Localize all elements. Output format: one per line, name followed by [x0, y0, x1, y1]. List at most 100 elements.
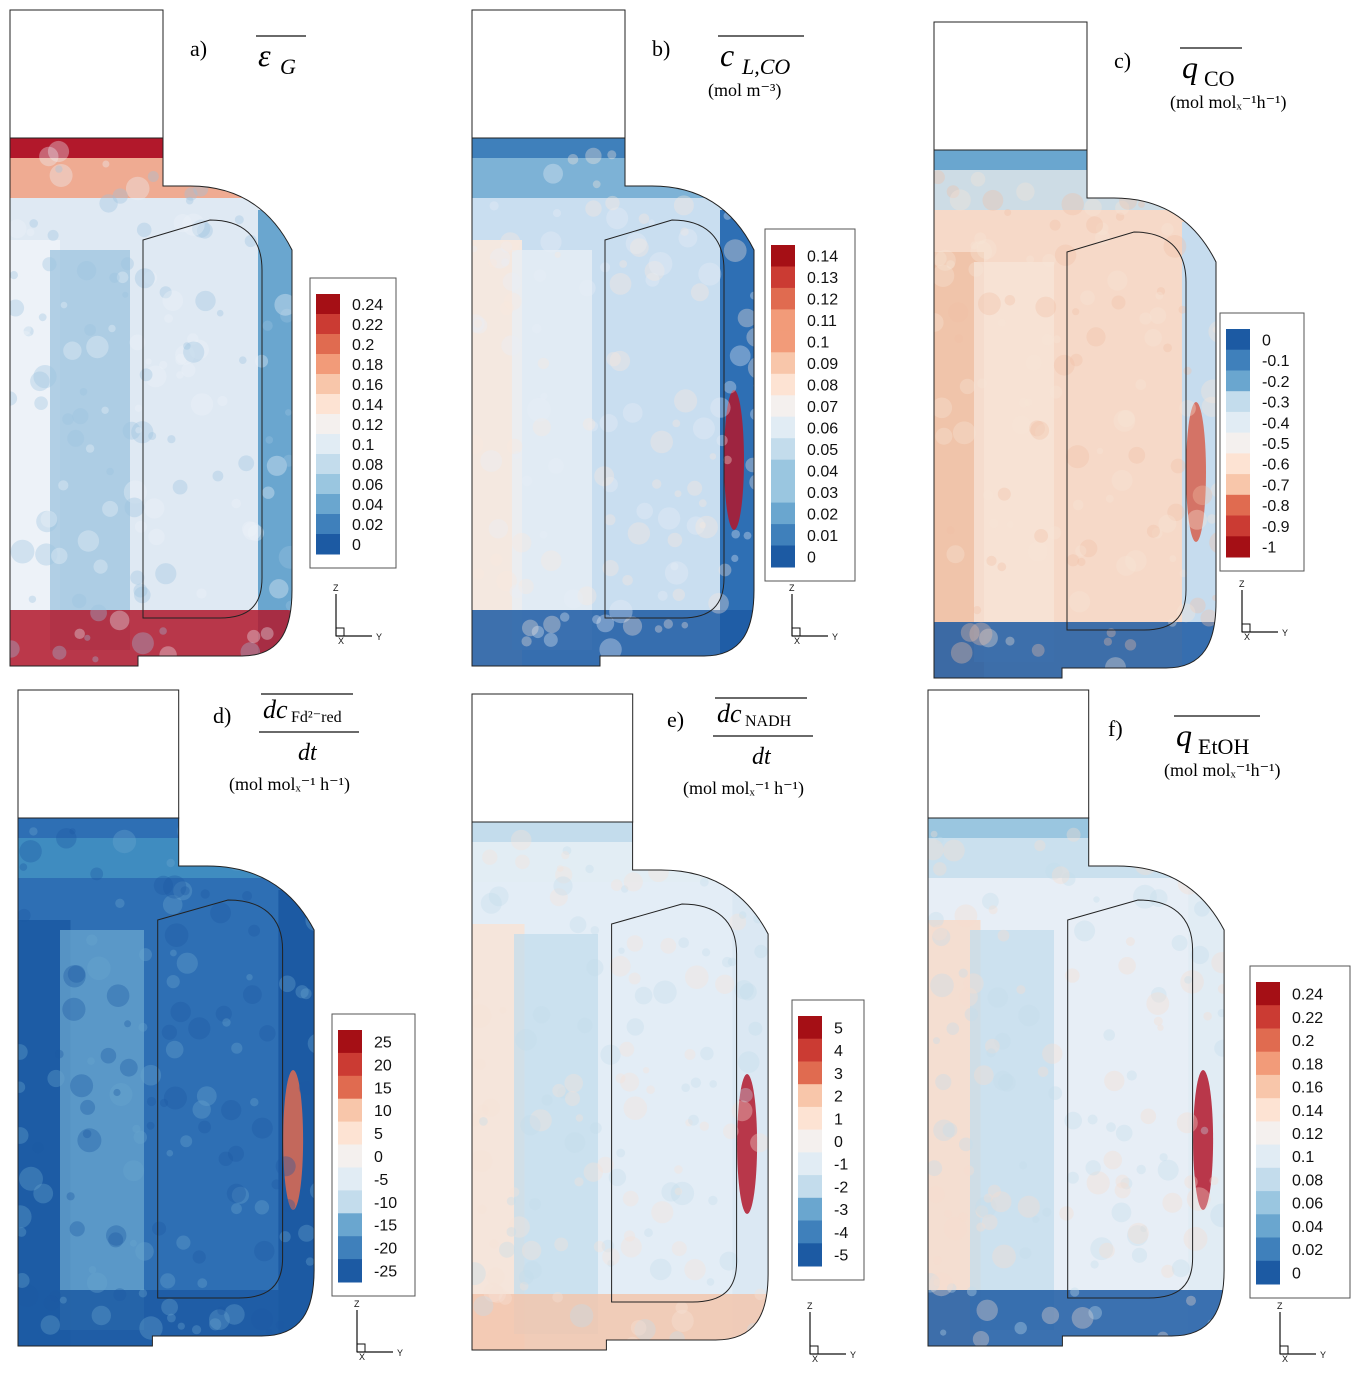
unit-label: (mol molₓ⁻¹h⁻¹) — [1170, 92, 1287, 113]
quantity-subscript: L,CO — [741, 54, 790, 79]
legend-tick-label: 0.02 — [352, 517, 383, 534]
axis-y-label: Y — [376, 632, 382, 642]
legend-tick-label: -1 — [834, 1157, 848, 1174]
color-legend: 0.14 0.13 0.12 0.11 0.1 0.09 0.08 0.07 0.06 0.05 0… — [764, 228, 856, 582]
fraction-denominator: dt — [298, 740, 318, 766]
legend-tick-label: -3 — [834, 1202, 848, 1219]
legend-swatch — [316, 434, 340, 455]
legend-swatch — [338, 1052, 362, 1077]
legend-tick-label: 0.02 — [807, 506, 838, 523]
axis-triad: Z Y X — [333, 583, 382, 646]
legend-swatch — [1256, 1005, 1280, 1029]
legend-swatch — [771, 309, 795, 332]
legend-swatch — [1256, 1214, 1280, 1238]
axis-x-label: X — [812, 1354, 818, 1364]
contour-field — [18, 818, 315, 1346]
legend-swatch — [798, 1243, 822, 1267]
color-legend: 5 4 3 2 1 0 -1 -2 -3 -4 -5 — [791, 999, 865, 1281]
axis-x-label: X — [338, 636, 344, 646]
legend-swatch — [316, 494, 340, 515]
panel-letter: e) — [667, 707, 684, 732]
legend-tick-label: 0.06 — [352, 477, 383, 494]
legend-tick-label: 0.12 — [807, 292, 838, 309]
legend-swatch — [771, 287, 795, 310]
quantity-symbol: c — [720, 37, 734, 73]
legend-swatch — [771, 330, 795, 353]
reactor-outline — [927, 817, 1225, 1347]
fraction-denominator: dt — [752, 744, 772, 770]
legend-swatch — [1226, 536, 1250, 558]
legend-swatch — [771, 545, 795, 568]
legend-swatch — [1256, 982, 1280, 1006]
legend-tick-label: 0 — [834, 1134, 843, 1151]
reactor-outline — [471, 821, 769, 1351]
axis-x-label: X — [1282, 1354, 1288, 1364]
legend-swatch — [798, 1197, 822, 1221]
axis-x-label: X — [359, 1352, 365, 1362]
color-legend: 0.24 0.22 0.2 0.18 0.16 0.14 0.12 0.1 0.08 0.06 0.… — [1249, 965, 1351, 1299]
legend-tick-label: -5 — [374, 1172, 388, 1189]
legend-swatch — [1256, 1144, 1280, 1169]
legend-tick-label: 0.18 — [1292, 1056, 1323, 1073]
legend-tick-label: 2 — [834, 1089, 843, 1106]
axis-y-label: Y — [1282, 628, 1288, 638]
legend-swatch — [771, 416, 795, 439]
panel-letter: a) — [190, 36, 207, 61]
legend-swatch — [798, 1084, 822, 1108]
axis-triad: Z Y X — [789, 583, 838, 646]
legend-tick-label: 0.14 — [352, 397, 383, 414]
legend-swatch — [798, 1038, 822, 1062]
legend-swatch — [338, 1259, 362, 1283]
legend-tick-label: 0.04 — [807, 463, 838, 480]
legend-swatch — [316, 374, 340, 395]
color-legend: 25 20 15 10 5 0 -5 -10 -15 -20 -25 — [331, 1013, 416, 1297]
legend-tick-label: 0.07 — [807, 399, 838, 416]
legend-tick-label: -0.2 — [1262, 374, 1290, 391]
quantity-subscript: Fd²⁻red — [291, 709, 342, 726]
legend-swatch — [338, 1030, 362, 1054]
legend-tick-label: -10 — [374, 1195, 397, 1212]
quantity-subscript: G — [280, 54, 296, 79]
legend-swatch — [316, 314, 340, 335]
legend-swatch — [338, 1236, 362, 1260]
legend-tick-label: -0.6 — [1262, 457, 1290, 474]
legend-tick-label: 0 — [374, 1149, 383, 1166]
legend-tick-label: -0.5 — [1262, 436, 1290, 453]
legend-swatch — [1256, 1260, 1280, 1285]
legend-swatch — [1226, 411, 1250, 434]
legend-tick-label: -0.8 — [1262, 498, 1290, 515]
legend-tick-label: 0.2 — [352, 337, 374, 354]
axis-y-label: Y — [832, 632, 838, 642]
legend-swatch — [798, 1152, 822, 1176]
unit-label: (mol molₓ⁻¹h⁻¹) — [1164, 760, 1281, 781]
legend-tick-label: 0.08 — [807, 378, 838, 395]
legend-tick-label: 0 — [807, 549, 816, 566]
legend-tick-label: 3 — [834, 1066, 843, 1083]
legend-swatch — [338, 1075, 362, 1100]
legend-tick-label: -0.9 — [1262, 519, 1290, 536]
legend-tick-label: 0.24 — [352, 297, 383, 314]
legend-tick-label: 0.16 — [352, 377, 383, 394]
legend-swatch — [316, 414, 340, 435]
quantity-symbol: q — [1176, 717, 1192, 753]
legend-swatch — [338, 1190, 362, 1214]
legend-swatch — [771, 438, 795, 461]
legend-swatch — [316, 394, 340, 415]
legend-swatch — [771, 266, 795, 289]
legend-tick-label: 0.1 — [1292, 1149, 1314, 1166]
panel-e: e) dc NADH dt (mol molₓ⁻¹ h⁻¹) 5 4 3 2 1 0 -1 -2 -3 -4… — [471, 693, 865, 1364]
quantity-subscript: CO — [1204, 66, 1235, 91]
legend-swatch — [798, 1016, 822, 1040]
legend-tick-label: -25 — [374, 1264, 397, 1281]
contour-field — [472, 822, 769, 1350]
legend-tick-label: -15 — [374, 1218, 397, 1235]
legend-swatch — [1256, 1098, 1280, 1122]
legend-swatch — [798, 1106, 822, 1131]
axis-y-label: Y — [397, 1348, 403, 1358]
legend-tick-label: -2 — [834, 1180, 848, 1197]
panel-letter: f) — [1108, 716, 1123, 741]
legend-swatch — [798, 1220, 822, 1244]
axis-triad: Z Y X — [1239, 579, 1288, 642]
legend-swatch — [771, 373, 795, 396]
legend-tick-label: 0.14 — [1292, 1103, 1323, 1120]
